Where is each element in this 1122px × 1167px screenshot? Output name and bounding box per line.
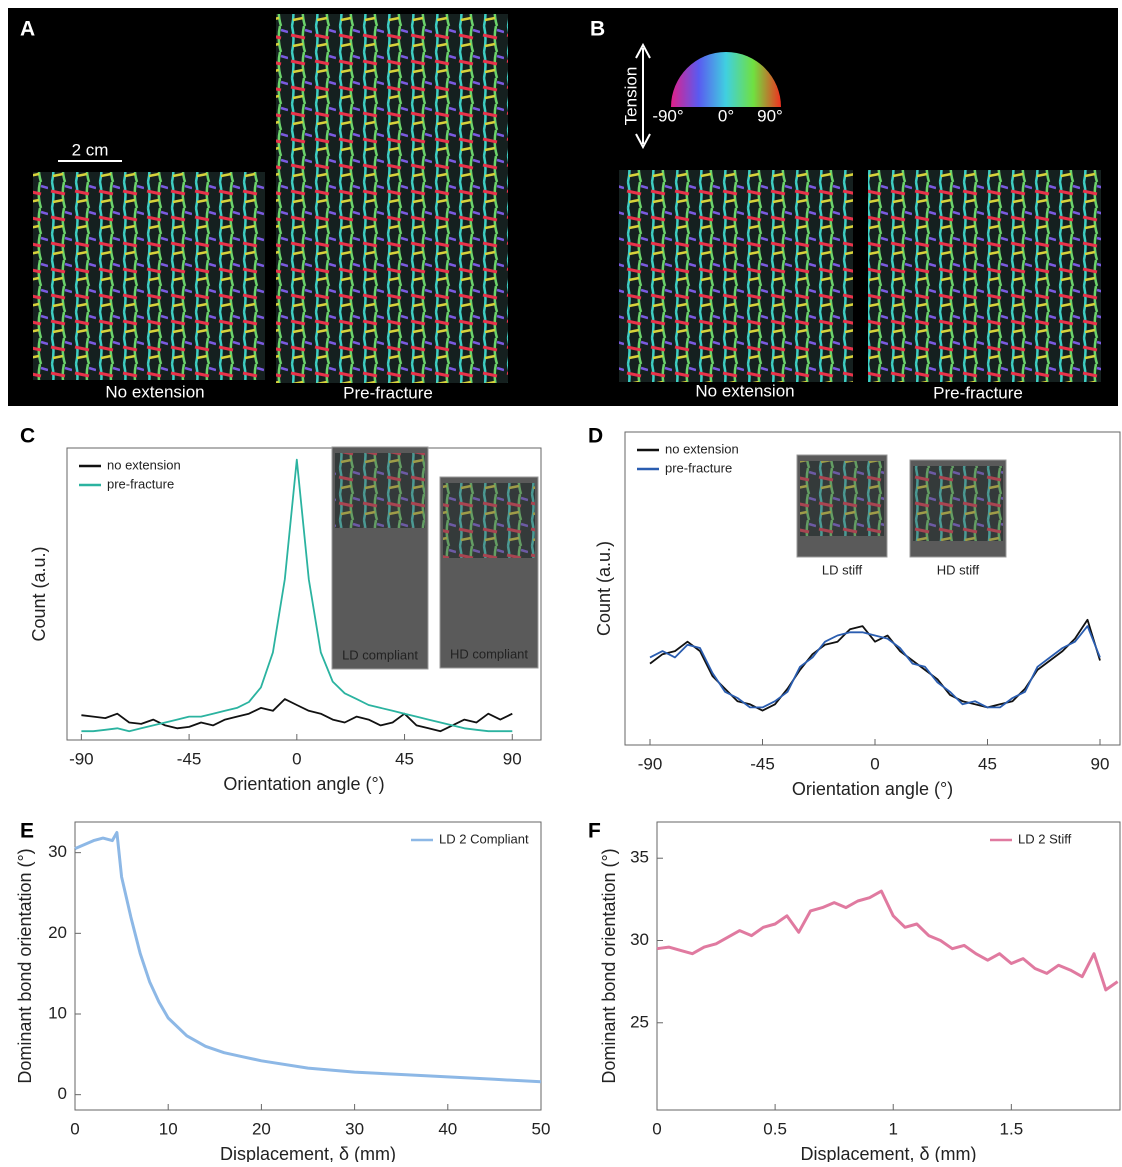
caption: No extension [105, 382, 204, 401]
x-tick-label: 0 [292, 749, 301, 768]
y-tick-label: 0 [58, 1084, 67, 1103]
data-line [75, 833, 541, 1082]
y-tick-label: 30 [630, 930, 649, 949]
inset-network [335, 453, 425, 528]
scale-label: 2 cm [72, 140, 109, 159]
x-tick-label: 40 [438, 1119, 457, 1138]
caption: Pre-fracture [933, 383, 1023, 402]
x-tick-label: -90 [638, 754, 663, 773]
x-tick-label: 45 [978, 754, 997, 773]
inset-label: HD stiff [937, 562, 980, 577]
x-tick-label: -45 [750, 754, 775, 773]
image [619, 170, 853, 382]
x-tick-label: 10 [159, 1119, 178, 1138]
y-axis-label: Count (a.u.) [594, 541, 614, 636]
data-line [657, 891, 1118, 990]
legend-label: no extension [665, 441, 739, 456]
tension-label: Tension [621, 67, 640, 126]
inset-network [800, 461, 884, 536]
y-tick-label: 35 [630, 848, 649, 867]
x-tick-label: 0 [870, 754, 879, 773]
image [33, 172, 265, 380]
plot-frame [657, 822, 1120, 1110]
y-tick-label: 25 [630, 1012, 649, 1031]
legend-label: LD 2 Stiff [1018, 831, 1072, 846]
x-axis-label: Displacement, δ (mm) [220, 1144, 396, 1162]
y-tick-label: 10 [48, 1003, 67, 1022]
x-tick-label: 0 [652, 1119, 661, 1138]
x-tick-label: 1.5 [1000, 1119, 1024, 1138]
x-tick-label: 50 [532, 1119, 551, 1138]
image [868, 170, 1101, 382]
panel-label: A [20, 18, 35, 41]
caption: No extension [695, 381, 794, 400]
y-axis-label: Count (a.u.) [29, 546, 49, 641]
wheel-label: 0° [718, 106, 734, 125]
panel-label: C [20, 425, 35, 448]
panel-label: B [590, 18, 605, 41]
x-tick-label: -90 [69, 749, 94, 768]
x-tick-label: 90 [503, 749, 522, 768]
image [276, 14, 508, 383]
panel-label: E [20, 820, 34, 843]
x-tick-label: -45 [177, 749, 202, 768]
inset-network [443, 483, 535, 558]
x-tick-label: 0 [70, 1119, 79, 1138]
x-tick-label: 0.5 [763, 1119, 787, 1138]
legend-label: no extension [107, 457, 181, 472]
inset-label: LD stiff [822, 562, 863, 577]
legend-label: pre-fracture [665, 460, 732, 475]
wheel-label: -90° [652, 106, 683, 125]
x-tick-label: 30 [345, 1119, 364, 1138]
x-tick-label: 20 [252, 1119, 271, 1138]
x-tick-label: 45 [395, 749, 414, 768]
panel-label: F [588, 820, 601, 843]
inset-label: LD compliant [342, 647, 418, 662]
wheel-label: 90° [757, 106, 783, 125]
inset-label: HD compliant [450, 646, 528, 661]
y-tick-label: 20 [48, 923, 67, 942]
y-axis-label: Dominant bond orientation (°) [599, 848, 619, 1083]
inset-network [913, 466, 1003, 541]
x-tick-label: 1 [888, 1119, 897, 1138]
legend-label: LD 2 Compliant [439, 831, 529, 846]
data-line [650, 620, 1100, 711]
figure: 2 cm No extension Pre-fracture No extens… [0, 0, 1122, 1162]
y-tick-label: 30 [48, 842, 67, 861]
data-line [650, 626, 1100, 707]
caption: Pre-fracture [343, 383, 433, 402]
x-axis-label: Displacement, δ (mm) [800, 1144, 976, 1162]
x-axis-label: Orientation angle (°) [223, 774, 384, 794]
x-axis-label: Orientation angle (°) [792, 779, 953, 799]
panel-label: D [588, 425, 603, 448]
y-axis-label: Dominant bond orientation (°) [15, 848, 35, 1083]
legend-label: pre-fracture [107, 476, 174, 491]
x-tick-label: 90 [1091, 754, 1110, 773]
